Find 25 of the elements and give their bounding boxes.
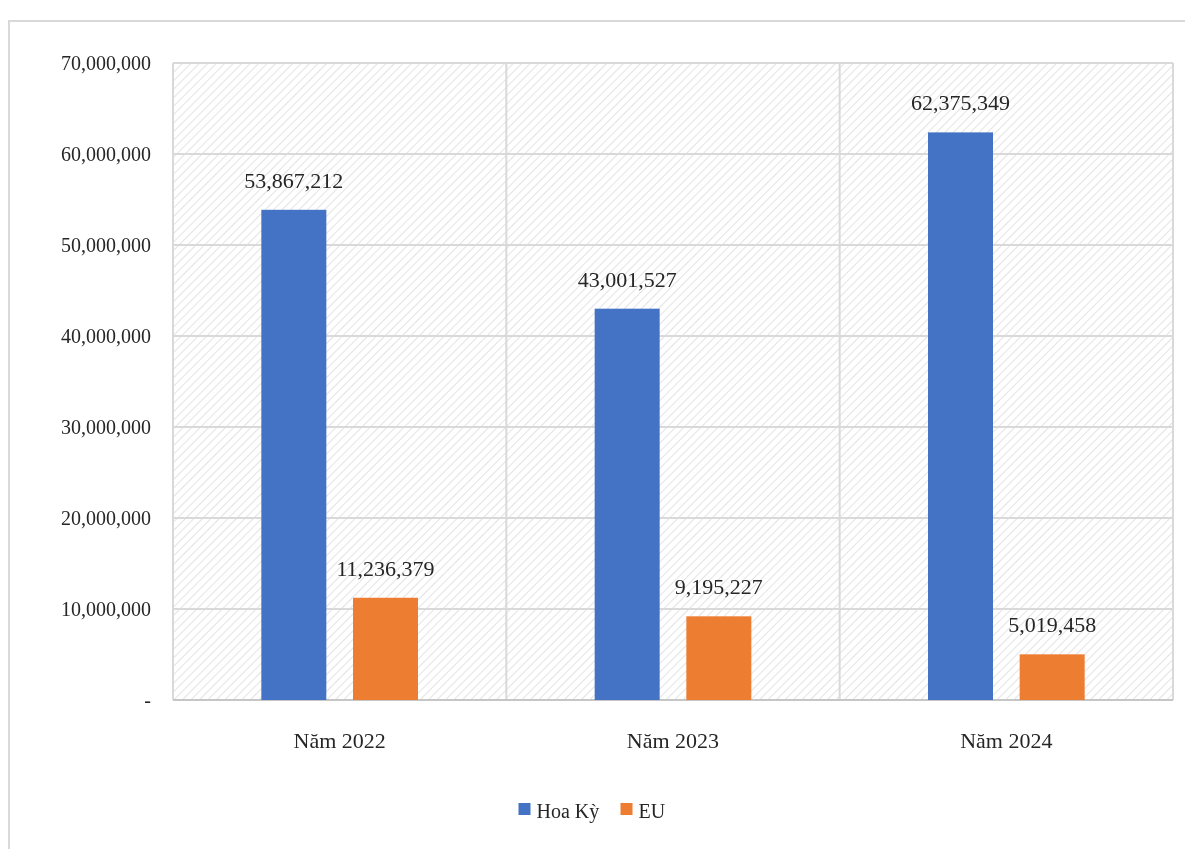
y-tick-label: 60,000,000 <box>61 143 151 165</box>
x-tick-label: Năm 2022 <box>293 728 386 753</box>
bar <box>1019 654 1085 700</box>
bar <box>261 209 327 700</box>
data-label: 9,195,227 <box>674 574 763 600</box>
legend-label: EU <box>638 800 666 822</box>
data-label: 11,236,379 <box>336 555 435 581</box>
data-label: 62,375,349 <box>911 90 1010 116</box>
legend-label: Hoa Kỳ <box>536 800 600 823</box>
data-label: 43,001,527 <box>577 266 677 292</box>
y-tick-label: 20,000,000 <box>61 507 151 529</box>
bar <box>353 597 418 700</box>
y-tick-label: 10,000,000 <box>61 598 151 620</box>
bar <box>594 308 660 700</box>
y-tick-label: 40,000,000 <box>61 325 151 347</box>
y-tick-label: 50,000,000 <box>61 234 151 256</box>
y-tick-label: - <box>144 689 151 711</box>
y-tick-label: 70,000,000 <box>61 52 151 74</box>
x-tick-label: Năm 2023 <box>626 728 720 753</box>
data-label: 5,019,458 <box>1008 612 1097 638</box>
bar <box>686 616 752 700</box>
x-tick-label: Năm 2024 <box>960 728 1053 753</box>
data-label: 53,867,212 <box>244 167 344 193</box>
y-tick-label: 30,000,000 <box>61 416 151 438</box>
bar <box>928 132 993 700</box>
